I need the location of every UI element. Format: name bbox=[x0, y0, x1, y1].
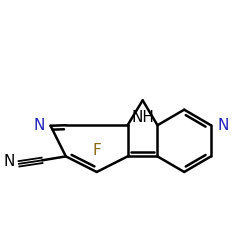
Text: F: F bbox=[92, 143, 101, 158]
Text: NH: NH bbox=[131, 110, 154, 125]
Text: N: N bbox=[3, 154, 15, 169]
Text: N: N bbox=[33, 118, 44, 133]
Text: N: N bbox=[217, 118, 228, 133]
